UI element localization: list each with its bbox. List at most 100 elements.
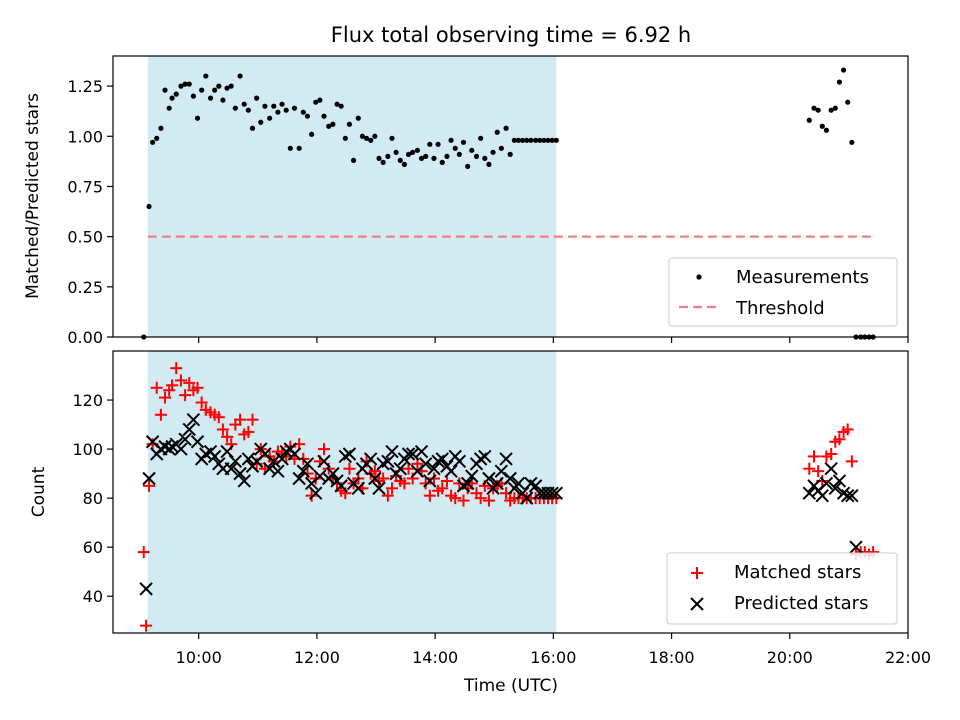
matched-star-point: [474, 492, 487, 505]
top-y-axis-label: Matched/Predicted stars: [23, 93, 43, 299]
measurement-point: [537, 137, 543, 143]
predicted-star-point: [271, 464, 285, 478]
measurement-point: [486, 161, 492, 167]
measurement-point: [228, 83, 234, 89]
predicted-star-stroke-b: [460, 476, 475, 491]
predicted-star-stroke-b: [528, 479, 543, 493]
matched-star-point: [398, 477, 411, 490]
predicted-star-stroke-b: [545, 486, 559, 500]
measurement-point: [498, 145, 504, 151]
measurement-point: [372, 133, 378, 139]
bottom-y-tick-label: 80: [83, 489, 103, 508]
matched-star-point: [427, 472, 440, 485]
predicted-star-stroke-b: [228, 454, 243, 469]
matched-star-point: [482, 494, 495, 507]
chart-title: Flux total observing time = 6.92 h: [331, 23, 691, 47]
predicted-star-point: [423, 474, 437, 488]
top-panel: 0.00 0.25 0.50 0.75 1.00 1.25 Matched/Predict…: [23, 55, 909, 347]
predicted-star-stroke-b: [142, 471, 156, 486]
matched-star-point: [377, 472, 390, 485]
measurement-point: [401, 161, 408, 167]
measurement-point: [435, 141, 441, 147]
matched-star-point: [221, 430, 234, 443]
predicted-star-stroke-b: [832, 474, 847, 488]
measurement-point: [389, 135, 395, 141]
matched-star-point: [195, 396, 208, 409]
predicted-star-point: [368, 471, 382, 486]
predicted-star-stroke-b: [503, 471, 517, 486]
measurement-point: [528, 137, 534, 143]
predicted-star-point: [815, 488, 830, 503]
top-y-tick-label: 1.00: [67, 127, 103, 146]
measurement-point: [405, 151, 412, 157]
measurement-point: [393, 149, 399, 155]
measurement-point: [478, 135, 484, 141]
predicted-star-point: [444, 464, 458, 478]
predicted-star-stroke-b: [381, 454, 395, 469]
legend-predicted-marker: [690, 597, 704, 611]
measurement-point: [182, 81, 188, 87]
measurement-point: [304, 113, 311, 119]
measurement-point: [178, 83, 184, 89]
measurement-point: [465, 163, 471, 169]
matched-star-point: [436, 482, 449, 495]
predicted-star-point: [372, 481, 386, 496]
predicted-star-point: [545, 486, 559, 500]
measurement-point: [212, 87, 218, 93]
measurement-point: [828, 107, 834, 113]
matched-star-point: [833, 433, 846, 446]
predicted-star-stroke-b: [414, 444, 429, 459]
predicted-star-point: [233, 466, 247, 481]
measurement-point: [334, 101, 340, 107]
predicted-star-stroke-b: [182, 422, 196, 437]
predicted-star-stroke-b: [427, 461, 441, 476]
predicted-star-point: [364, 452, 378, 466]
predicted-star-point: [228, 454, 243, 469]
measurement-point: [186, 81, 192, 87]
measurement-point: [811, 105, 817, 111]
predicted-star-point: [511, 476, 526, 491]
measurement-point: [287, 145, 293, 151]
matched-star-point: [216, 423, 229, 436]
measurement-point: [427, 141, 433, 147]
top-y-ticks: 0.00 0.25 0.50 0.75 1.00 1.25: [67, 77, 113, 347]
predicted-star-point: [435, 452, 449, 466]
predicted-star-point: [460, 476, 475, 491]
matched-star-point: [166, 379, 179, 392]
measurement-point: [317, 97, 323, 103]
top-y-tick-label: 0.50: [67, 228, 103, 247]
measurement-point: [545, 137, 551, 143]
bottom-legend-box: [666, 552, 898, 625]
predicted-star-stroke-b: [385, 444, 399, 459]
predicted-star-point: [465, 469, 479, 483]
bottom-y-tick-label: 100: [72, 440, 103, 459]
measurement-point: [423, 153, 429, 159]
measurement-point: [291, 105, 298, 111]
predicted-star-point: [824, 461, 838, 476]
predicted-stars-points: [139, 412, 863, 596]
predicted-star-point: [182, 422, 196, 437]
predicted-star-point: [490, 476, 504, 491]
predicted-star-point: [845, 488, 859, 503]
bottom-legend: Matched stars Predicted stars: [666, 552, 898, 625]
predicted-star-point: [190, 435, 205, 449]
predicted-star-stroke-b: [275, 452, 289, 466]
predicted-star-point: [414, 444, 429, 459]
predicted-star-stroke-b: [520, 491, 534, 505]
predicted-star-point: [401, 447, 416, 461]
predicted-star-point: [832, 474, 847, 488]
predicted-star-point: [258, 447, 272, 461]
measurement-point: [431, 155, 437, 161]
matched-star-point: [159, 391, 172, 404]
predicted-star-stroke-b: [435, 452, 449, 466]
measurement-point: [199, 87, 205, 93]
predicted-star-point: [802, 486, 816, 500]
measurement-point: [515, 137, 522, 143]
legend-measurements-label: Measurements: [736, 267, 869, 288]
top-y-tick-label: 1.25: [67, 77, 103, 96]
legend-threshold-label: Threshold: [735, 298, 825, 319]
measurement-point: [503, 125, 509, 131]
top-legend-box: [668, 257, 898, 327]
matched-star-point: [453, 477, 466, 490]
predicted-star-stroke-b: [482, 471, 496, 486]
